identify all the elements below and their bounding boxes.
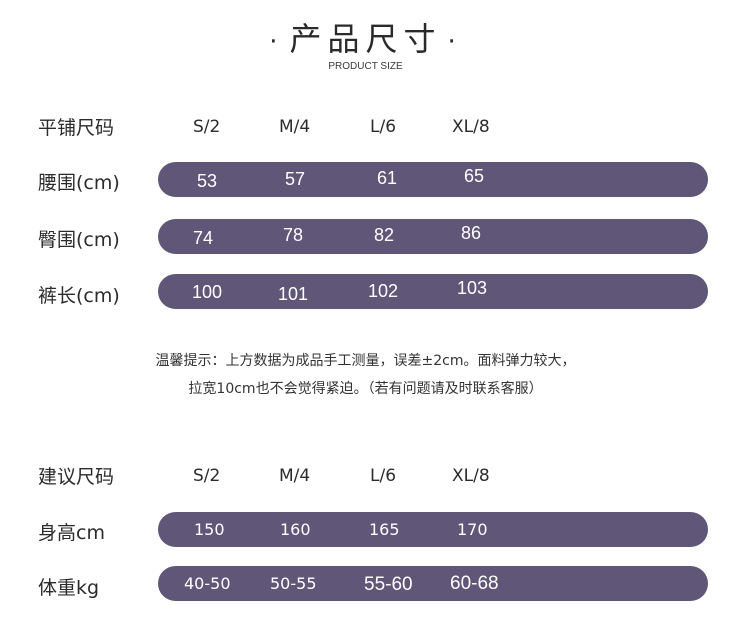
size-header: L/6 <box>370 466 397 486</box>
cell-value: 82 <box>374 225 395 245</box>
row-label: 臀围(cm) <box>38 229 120 251</box>
cell-value: 53 <box>197 171 218 191</box>
cell-value: 74 <box>193 228 214 248</box>
title-dot-right: · <box>447 27 462 57</box>
value-bar <box>158 162 708 197</box>
size-header: XL/8 <box>452 117 490 137</box>
row-label: 腰围(cm) <box>38 172 120 194</box>
size-header: XL/8 <box>452 466 490 486</box>
size-header: M/4 <box>279 466 311 486</box>
cell-value: 150 <box>194 520 225 539</box>
cell-value: 100 <box>192 282 223 302</box>
cell-value: 65 <box>464 166 485 186</box>
cell-value: 86 <box>461 223 482 243</box>
value-bar <box>158 274 708 309</box>
title-text: 产品尺寸 <box>289 20 442 58</box>
cell-value: 40-50 <box>184 574 231 593</box>
size-header: M/4 <box>279 117 311 137</box>
flat-size-header-label: 平铺尺码 <box>38 117 115 139</box>
cell-value: 170 <box>457 520 488 539</box>
cell-value: 103 <box>457 278 488 298</box>
title-dot-left: · <box>269 27 284 57</box>
size-header: S/2 <box>193 466 221 486</box>
cell-value: 55-60 <box>364 574 413 595</box>
size-header: L/6 <box>370 117 397 137</box>
row-label: 裤长(cm) <box>38 285 120 307</box>
value-bar <box>158 512 708 547</box>
cell-value: 102 <box>368 281 399 301</box>
cell-value: 57 <box>285 169 306 189</box>
cell-value: 101 <box>278 284 309 304</box>
row-label: 体重kg <box>38 577 100 599</box>
cell-value: 50-55 <box>270 574 317 593</box>
cell-value: 78 <box>283 225 304 245</box>
row-label: 身高cm <box>38 522 105 544</box>
tip-note-line-1: 温馨提示：上方数据为成品手工测量，误差±2cm。面料弹力较大， <box>155 353 576 369</box>
page-title: · 产品尺寸 · <box>0 14 731 60</box>
page-subtitle: PRODUCT SIZE <box>328 61 403 72</box>
cell-value: 165 <box>369 520 400 539</box>
suggested-size-header-label: 建议尺码 <box>38 466 115 488</box>
cell-value: 60-68 <box>450 573 499 594</box>
size-header: S/2 <box>193 117 221 137</box>
tip-note-line-2: 拉宽10cm也不会觉得紧迫。（若有问题请及时联系客服） <box>188 381 543 397</box>
cell-value: 160 <box>280 520 311 539</box>
cell-value: 61 <box>377 168 398 188</box>
value-bar <box>158 566 708 601</box>
value-bar <box>158 219 708 254</box>
